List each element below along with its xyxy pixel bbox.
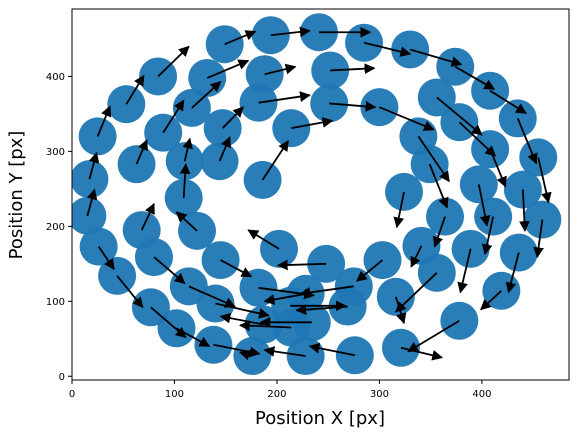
x-tick-label: 0: [69, 389, 75, 400]
velocity-arrow: [157, 45, 190, 78]
velocity-arrow: [176, 327, 211, 348]
y-axis-ticks: 0 100 200 300 400: [46, 72, 72, 383]
velocity-arrow: [220, 259, 253, 278]
velocity-arrow: [458, 121, 497, 157]
velocity-arrow: [206, 59, 250, 79]
velocity-arrow: [409, 48, 463, 67]
velocity-arrow: [86, 188, 98, 217]
velocity-arrow: [537, 157, 552, 204]
velocity-arrow: [88, 151, 100, 180]
velocity-arrow: [428, 163, 449, 209]
y-tick-label: 300: [46, 147, 65, 158]
velocity-arrow: [356, 259, 384, 282]
velocity-arrow: [329, 101, 377, 112]
velocity-arrow: [263, 292, 306, 305]
velocity-arrow: [330, 63, 376, 75]
velocity-arrow: [363, 41, 412, 57]
velocity-arrow: [162, 99, 185, 134]
velocity-arrow: [191, 80, 222, 109]
velocity-arrow: [410, 245, 423, 268]
velocity-arrow: [261, 140, 289, 181]
velocity-arrow: [276, 259, 327, 271]
velocity-arrow: [489, 89, 527, 114]
velocity-arrow: [291, 117, 334, 130]
velocity-arrow: [264, 63, 297, 76]
velocity-arrows: [86, 26, 552, 361]
velocity-arrow: [140, 202, 155, 231]
velocity-arrow: [519, 189, 530, 232]
velocity-arrow: [258, 91, 311, 104]
velocity-arrow: [481, 216, 495, 256]
velocity-arrow: [395, 272, 438, 313]
velocity-arrow: [299, 285, 354, 298]
velocity-arrow: [179, 163, 191, 198]
x-axis-ticks: 0 100 200 300 400: [69, 380, 491, 400]
velocity-arrow: [247, 229, 280, 250]
velocity-arrow: [432, 216, 446, 248]
velocity-arrow: [263, 346, 306, 357]
velocity-arrow: [270, 26, 311, 38]
velocity-arrow: [135, 139, 148, 165]
y-axis-label: Position Y [px]: [6, 131, 27, 260]
velocity-arrow: [153, 256, 186, 285]
velocity-arrow: [239, 349, 253, 361]
velocity-arrow: [213, 343, 261, 358]
velocity-arrow: [218, 136, 231, 162]
data-point: [272, 109, 311, 148]
x-tick-label: 300: [370, 389, 389, 400]
velocity-arrow: [516, 118, 538, 165]
y-tick-label: 200: [46, 222, 65, 233]
velocity-arrow: [394, 296, 407, 325]
velocity-arrow: [215, 302, 270, 319]
velocity-arrow: [505, 252, 520, 294]
data-point: [98, 256, 137, 295]
velocity-arrow: [417, 135, 450, 183]
velocity-arrow: [436, 96, 483, 136]
velocity-arrow: [116, 275, 144, 309]
velocity-arrow: [125, 74, 145, 105]
velocity-arrow: [175, 211, 198, 232]
velocity-arrow: [477, 184, 491, 227]
x-tick-label: 400: [472, 389, 491, 400]
plot-frame: [71, 8, 570, 381]
velocity-arrow: [295, 304, 348, 315]
velocity-arrow: [407, 320, 460, 353]
velocity-arrow: [454, 65, 496, 90]
velocity-arrow: [96, 105, 112, 137]
y-tick-label: 100: [46, 297, 65, 308]
velocity-arrow: [480, 290, 502, 311]
velocity-arrow: [533, 219, 544, 259]
velocity-arrow: [150, 306, 187, 338]
velocity-arrow: [308, 342, 356, 357]
velocity-arrow: [224, 30, 257, 46]
velocity-arrow: [188, 285, 236, 308]
x-tick-label: 100: [165, 389, 184, 400]
velocity-arrow: [182, 137, 193, 162]
velocity-arrow: [457, 248, 472, 294]
velocity-arrow: [379, 106, 435, 131]
data-point: [72, 196, 107, 235]
x-axis-label: Position X [px]: [255, 408, 385, 429]
velocity-arrow: [393, 191, 405, 229]
velocity-arrow: [489, 148, 507, 188]
data-points: [72, 13, 562, 376]
velocity-arrow: [97, 246, 115, 270]
velocity-arrow: [221, 106, 244, 129]
velocity-arrow: [400, 346, 443, 361]
x-tick-label: 200: [267, 389, 286, 400]
y-tick-label: 0: [59, 372, 65, 383]
y-tick-label: 400: [46, 72, 65, 83]
